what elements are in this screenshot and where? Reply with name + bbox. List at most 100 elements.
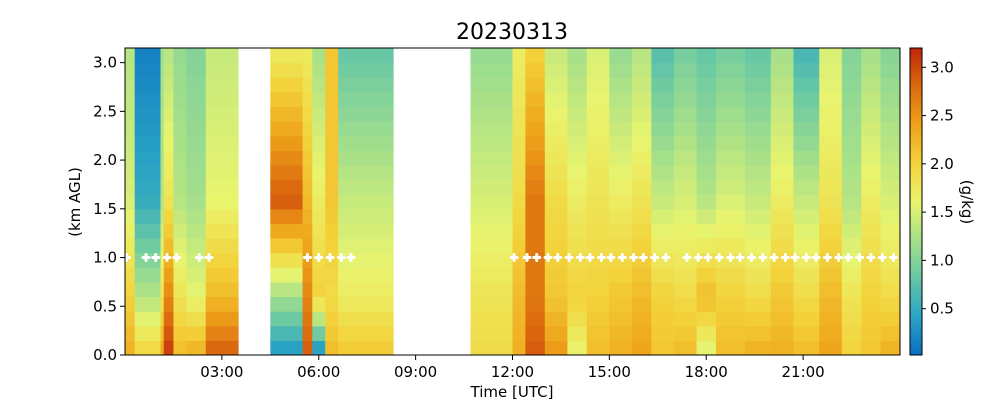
heatmap-cell [819, 121, 843, 137]
colorbar-label: (g/kg) [958, 180, 976, 225]
heatmap-cell [861, 135, 882, 151]
heatmap-cell [312, 311, 326, 327]
heatmap-cell [715, 223, 746, 239]
marker-point [543, 253, 553, 263]
heatmap-cell [134, 325, 162, 341]
heatmap-cell [173, 296, 187, 312]
heatmap-cell [609, 296, 633, 312]
heatmap-cell [609, 106, 633, 122]
heatmap-cell [163, 62, 175, 78]
heatmap-cell [186, 62, 207, 78]
heatmap-cell [134, 281, 162, 298]
heatmap-cell [567, 121, 588, 137]
heatmap-cell [163, 281, 175, 298]
heatmap-cell [470, 77, 514, 93]
heatmap-cell [770, 296, 795, 312]
heatmap-cell [525, 223, 546, 239]
heatmap-cell [302, 296, 313, 312]
heatmap-cell [512, 48, 527, 64]
heatmap-cell [673, 179, 698, 195]
heatmap-cell [745, 340, 772, 355]
heatmap-cell [586, 150, 610, 166]
heatmap-cell [338, 325, 394, 341]
heatmap-cell [696, 281, 717, 298]
heatmap-cell [470, 238, 514, 254]
marker-point [204, 253, 214, 263]
heatmap-cell [841, 179, 862, 195]
heatmap-cell [525, 106, 546, 122]
heatmap-cell [134, 223, 162, 239]
heatmap-cell [793, 77, 820, 93]
heatmap-cell [673, 91, 698, 108]
heatmap-cell [525, 325, 546, 341]
heatmap-cell [793, 223, 820, 239]
heatmap-cell [609, 179, 633, 195]
heatmap-cell [270, 296, 304, 312]
heatmap-cell [163, 91, 175, 108]
heatmap-cell [696, 296, 717, 312]
heatmap-cell [525, 77, 546, 93]
heatmap-cell [841, 194, 862, 210]
heatmap-cell [631, 223, 652, 239]
x-axis-label: Time [UTC] [470, 383, 554, 400]
heatmap-cell [651, 340, 675, 355]
heatmap-cell [631, 48, 652, 64]
heatmap-cell [160, 325, 165, 341]
colorbar-tick-label: 1.0 [930, 251, 954, 269]
heatmap-cell [673, 135, 698, 151]
heatmap-cell [673, 325, 698, 341]
heatmap-cell [338, 208, 394, 225]
heatmap-cell [819, 325, 843, 341]
heatmap-cell [173, 62, 187, 78]
heatmap-cell [841, 223, 862, 239]
heatmap-cell [631, 77, 652, 93]
heatmap-cell [770, 106, 795, 122]
heatmap-cell [302, 150, 313, 166]
heatmap-cell [160, 340, 165, 355]
heatmap-cell [125, 296, 136, 312]
heatmap-cell [586, 281, 610, 298]
heatmap-cell [715, 48, 746, 64]
heatmap-cell [586, 91, 610, 108]
heatmap-cell [186, 91, 207, 108]
heatmap-cell [696, 62, 717, 78]
heatmap-cell [696, 208, 717, 225]
colorbar [909, 47, 923, 356]
heatmap-cell [770, 77, 795, 93]
heatmap-cell [163, 194, 175, 210]
x-tick-label: 09:00 [394, 363, 437, 381]
heatmap-cell [125, 194, 136, 210]
heatmap-cell [841, 238, 862, 254]
heatmap-cell [861, 340, 882, 355]
heatmap-cell [270, 208, 304, 225]
heatmap-cell [819, 311, 843, 327]
heatmap-cell [134, 164, 162, 181]
heatmap-cell [338, 135, 394, 151]
heatmap-cell [745, 62, 772, 78]
heatmap-cell [567, 238, 588, 254]
heatmap-cell [134, 267, 162, 283]
heatmap-cell [631, 208, 652, 225]
heatmap-cell [673, 194, 698, 210]
heatmap-cell [567, 135, 588, 151]
heatmap-cell [270, 340, 304, 355]
heatmap-cell [567, 77, 588, 93]
heatmap-cell [186, 267, 207, 283]
heatmap-cell [134, 311, 162, 327]
heatmap-cell [770, 194, 795, 210]
heatmap-cell [338, 164, 394, 181]
heatmap-cell [861, 223, 882, 239]
heatmap-cell [841, 135, 862, 151]
heatmap-cell [163, 121, 175, 137]
heatmap-cell [125, 238, 136, 254]
heatmap-cell [173, 223, 187, 239]
marker-point [801, 253, 811, 263]
heatmap-cell [567, 281, 588, 298]
heatmap-cell [173, 208, 187, 225]
heatmap-cell [609, 150, 633, 166]
heatmap-cell [770, 325, 795, 341]
heatmap-cell [302, 91, 313, 108]
heatmap-cell [160, 208, 165, 225]
heatmap-cell [512, 164, 527, 181]
